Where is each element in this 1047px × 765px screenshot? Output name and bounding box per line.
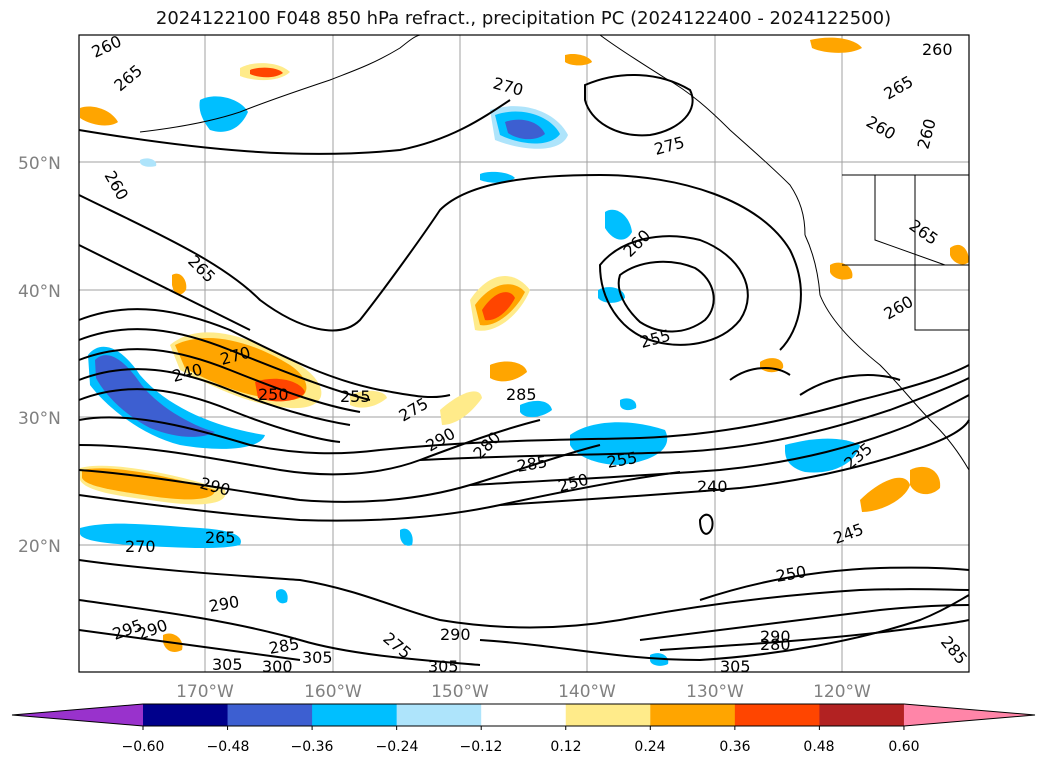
- contour-label: 260: [922, 40, 953, 59]
- colorbar-tick-label: −0.48: [207, 739, 250, 755]
- lon-label: 120°W: [813, 682, 871, 702]
- lon-label: 150°W: [431, 682, 489, 702]
- colorbar-swatch: [734, 704, 820, 726]
- contour-label: 300: [262, 657, 293, 676]
- contour-label: 255: [340, 387, 371, 406]
- contour-label: 290: [760, 627, 791, 646]
- contour-label: 280: [760, 635, 791, 654]
- contour-label: 270: [125, 537, 156, 556]
- lat-label: 50°N: [18, 154, 61, 174]
- lat-label: 20°N: [18, 537, 61, 557]
- map-frame: [78, 34, 970, 673]
- colorbar-swatch: [481, 704, 567, 726]
- colorbar-tick-label: 0.60: [888, 739, 919, 755]
- lat-label: 40°N: [18, 282, 61, 302]
- colorbar-tick-label: 0.48: [803, 739, 834, 755]
- colorbar-tick-label: −0.60: [122, 739, 165, 755]
- contour-label: 305: [302, 648, 333, 667]
- colorbar: [11, 703, 1036, 730]
- lon-labels: 170°W 160°W 150°W 140°W 130°W 120°W: [176, 682, 871, 702]
- lat-labels: 50°N 40°N 30°N 20°N: [18, 154, 61, 557]
- contour-label: 285: [506, 385, 537, 404]
- contour-label: 240: [697, 477, 728, 496]
- colorbar-extend-low: [12, 704, 143, 726]
- colorbar-extend-high: [903, 704, 1035, 726]
- colorbar-swatch: [396, 704, 482, 726]
- colorbar-tick-label: 0.36: [719, 739, 750, 755]
- lat-label: 30°N: [18, 409, 61, 429]
- lon-label: 160°W: [304, 682, 362, 702]
- lon-label: 170°W: [176, 682, 234, 702]
- coastlines: [139, 34, 970, 471]
- lon-label: 130°W: [686, 682, 744, 702]
- colorbar-swatch: [312, 704, 398, 726]
- map-title: 2024122100 F048 850 hPa refract., precip…: [155, 8, 892, 29]
- colorbar-swatch: [650, 704, 736, 726]
- colorbar-ticks: −0.60 −0.48 −0.36 −0.24 −0.12 0.12 0.24 …: [122, 739, 920, 755]
- colorbar-tick-label: 0.12: [550, 739, 581, 755]
- colorbar-tick-label: −0.36: [291, 739, 334, 755]
- contour-label: 265: [205, 528, 236, 547]
- contour-label: 305: [212, 655, 243, 674]
- contour-label: 305: [428, 657, 459, 676]
- colorbar-tick-label: −0.24: [376, 739, 419, 755]
- contour-lines: [78, 73, 970, 666]
- colorbar-swatch: [565, 704, 651, 726]
- contour-label-group: 260 265 270 275 260 255 260 260 265 260 …: [89, 31, 971, 676]
- graticule: [79, 35, 969, 672]
- colorbar-swatch: [227, 704, 313, 726]
- lon-label: 140°W: [558, 682, 616, 702]
- colorbar-swatch: [819, 704, 905, 726]
- contour-label: 290: [440, 625, 471, 644]
- colorbar-tick-label: 0.24: [634, 739, 665, 755]
- colorbar-tick-label: −0.12: [460, 739, 503, 755]
- contour-label: 305: [720, 657, 751, 676]
- contour-label: 250: [258, 385, 289, 404]
- colorbar-swatch: [143, 704, 229, 726]
